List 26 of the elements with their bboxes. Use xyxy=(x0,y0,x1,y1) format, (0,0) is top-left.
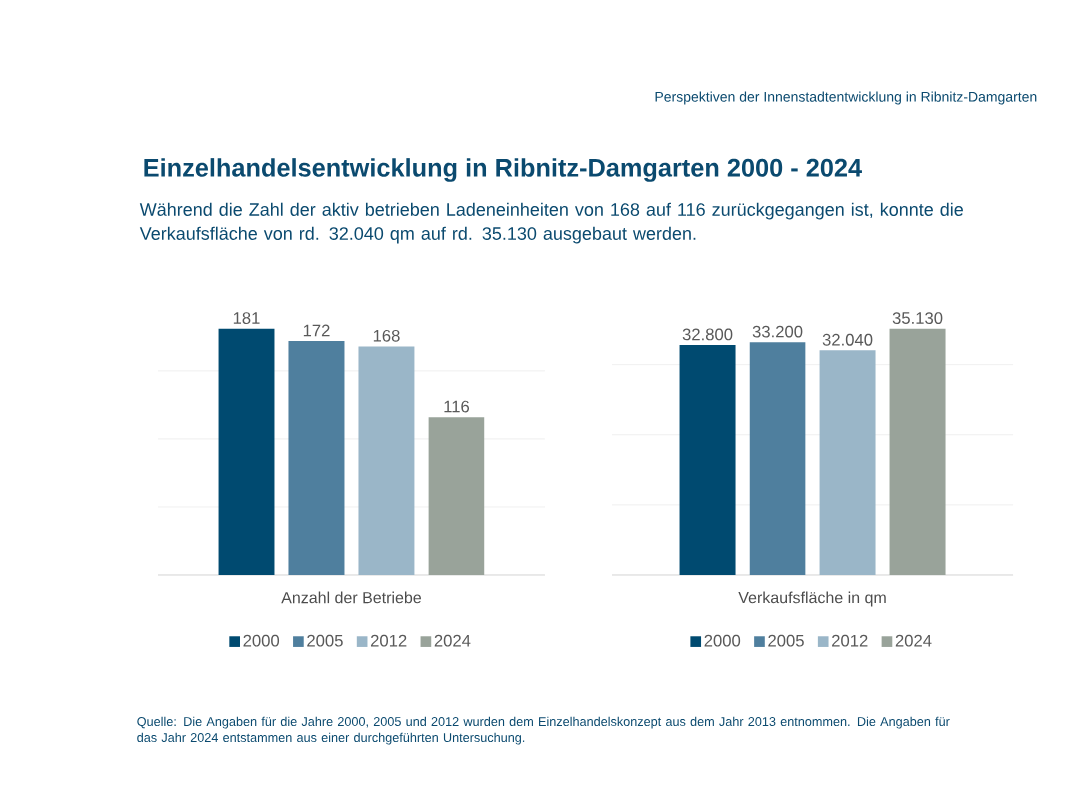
data-label: 116 xyxy=(444,400,470,413)
bar xyxy=(358,346,415,575)
x-axis-title: Verkaufsfläche in qm xyxy=(738,591,886,607)
data-label: 172 xyxy=(303,324,330,337)
legend-label: 2024 xyxy=(434,634,471,647)
chart-title: Einzelhandelsentwicklung in Ribnitz-Damgarten 2000 - 2024 xyxy=(144,158,862,182)
x-axis-title: Anzahl der Betriebe xyxy=(281,591,421,604)
data-label: 32.040 xyxy=(822,333,873,346)
data-label: 168 xyxy=(373,329,400,342)
bar xyxy=(288,340,345,575)
legend-label: 2012 xyxy=(370,634,407,647)
bar xyxy=(428,417,485,575)
source-note: Quelle: Die Angaben für die Jahre 2000, 2005 und 2012 wurden dem Einzelhandelskonzept aus dem Jahr 2013 entnommen. Die Angaben für das Jahr 2024 entstammen aus einer durchgeführten Untersuchung. xyxy=(137,716,950,745)
data-label: 32.800 xyxy=(682,328,733,341)
legend-label: 2005 xyxy=(768,634,804,647)
legend-label: 2012 xyxy=(832,634,868,647)
legend-label: 2024 xyxy=(895,634,932,647)
legend-label: 2005 xyxy=(307,634,343,647)
data-label: 181 xyxy=(233,312,260,324)
bar xyxy=(218,328,275,575)
data-label: 33.200 xyxy=(752,325,803,338)
data-label: 35.130 xyxy=(892,312,943,324)
chart-subtitle: Während die Zahl der aktiv betrieben Ladeneinheiten von 168 auf 116 zurückgegangen ist, konnte die Verkaufsfläche von rd. 32.040 qm auf rd. 35.130 ausgebaut werden. xyxy=(139,202,963,244)
legend-label: 2000 xyxy=(243,634,280,647)
text: Perspektiven der Innenstadtentwicklung in Ribnitz-Damgarten xyxy=(655,91,1037,105)
legend-label: 2000 xyxy=(704,634,741,647)
